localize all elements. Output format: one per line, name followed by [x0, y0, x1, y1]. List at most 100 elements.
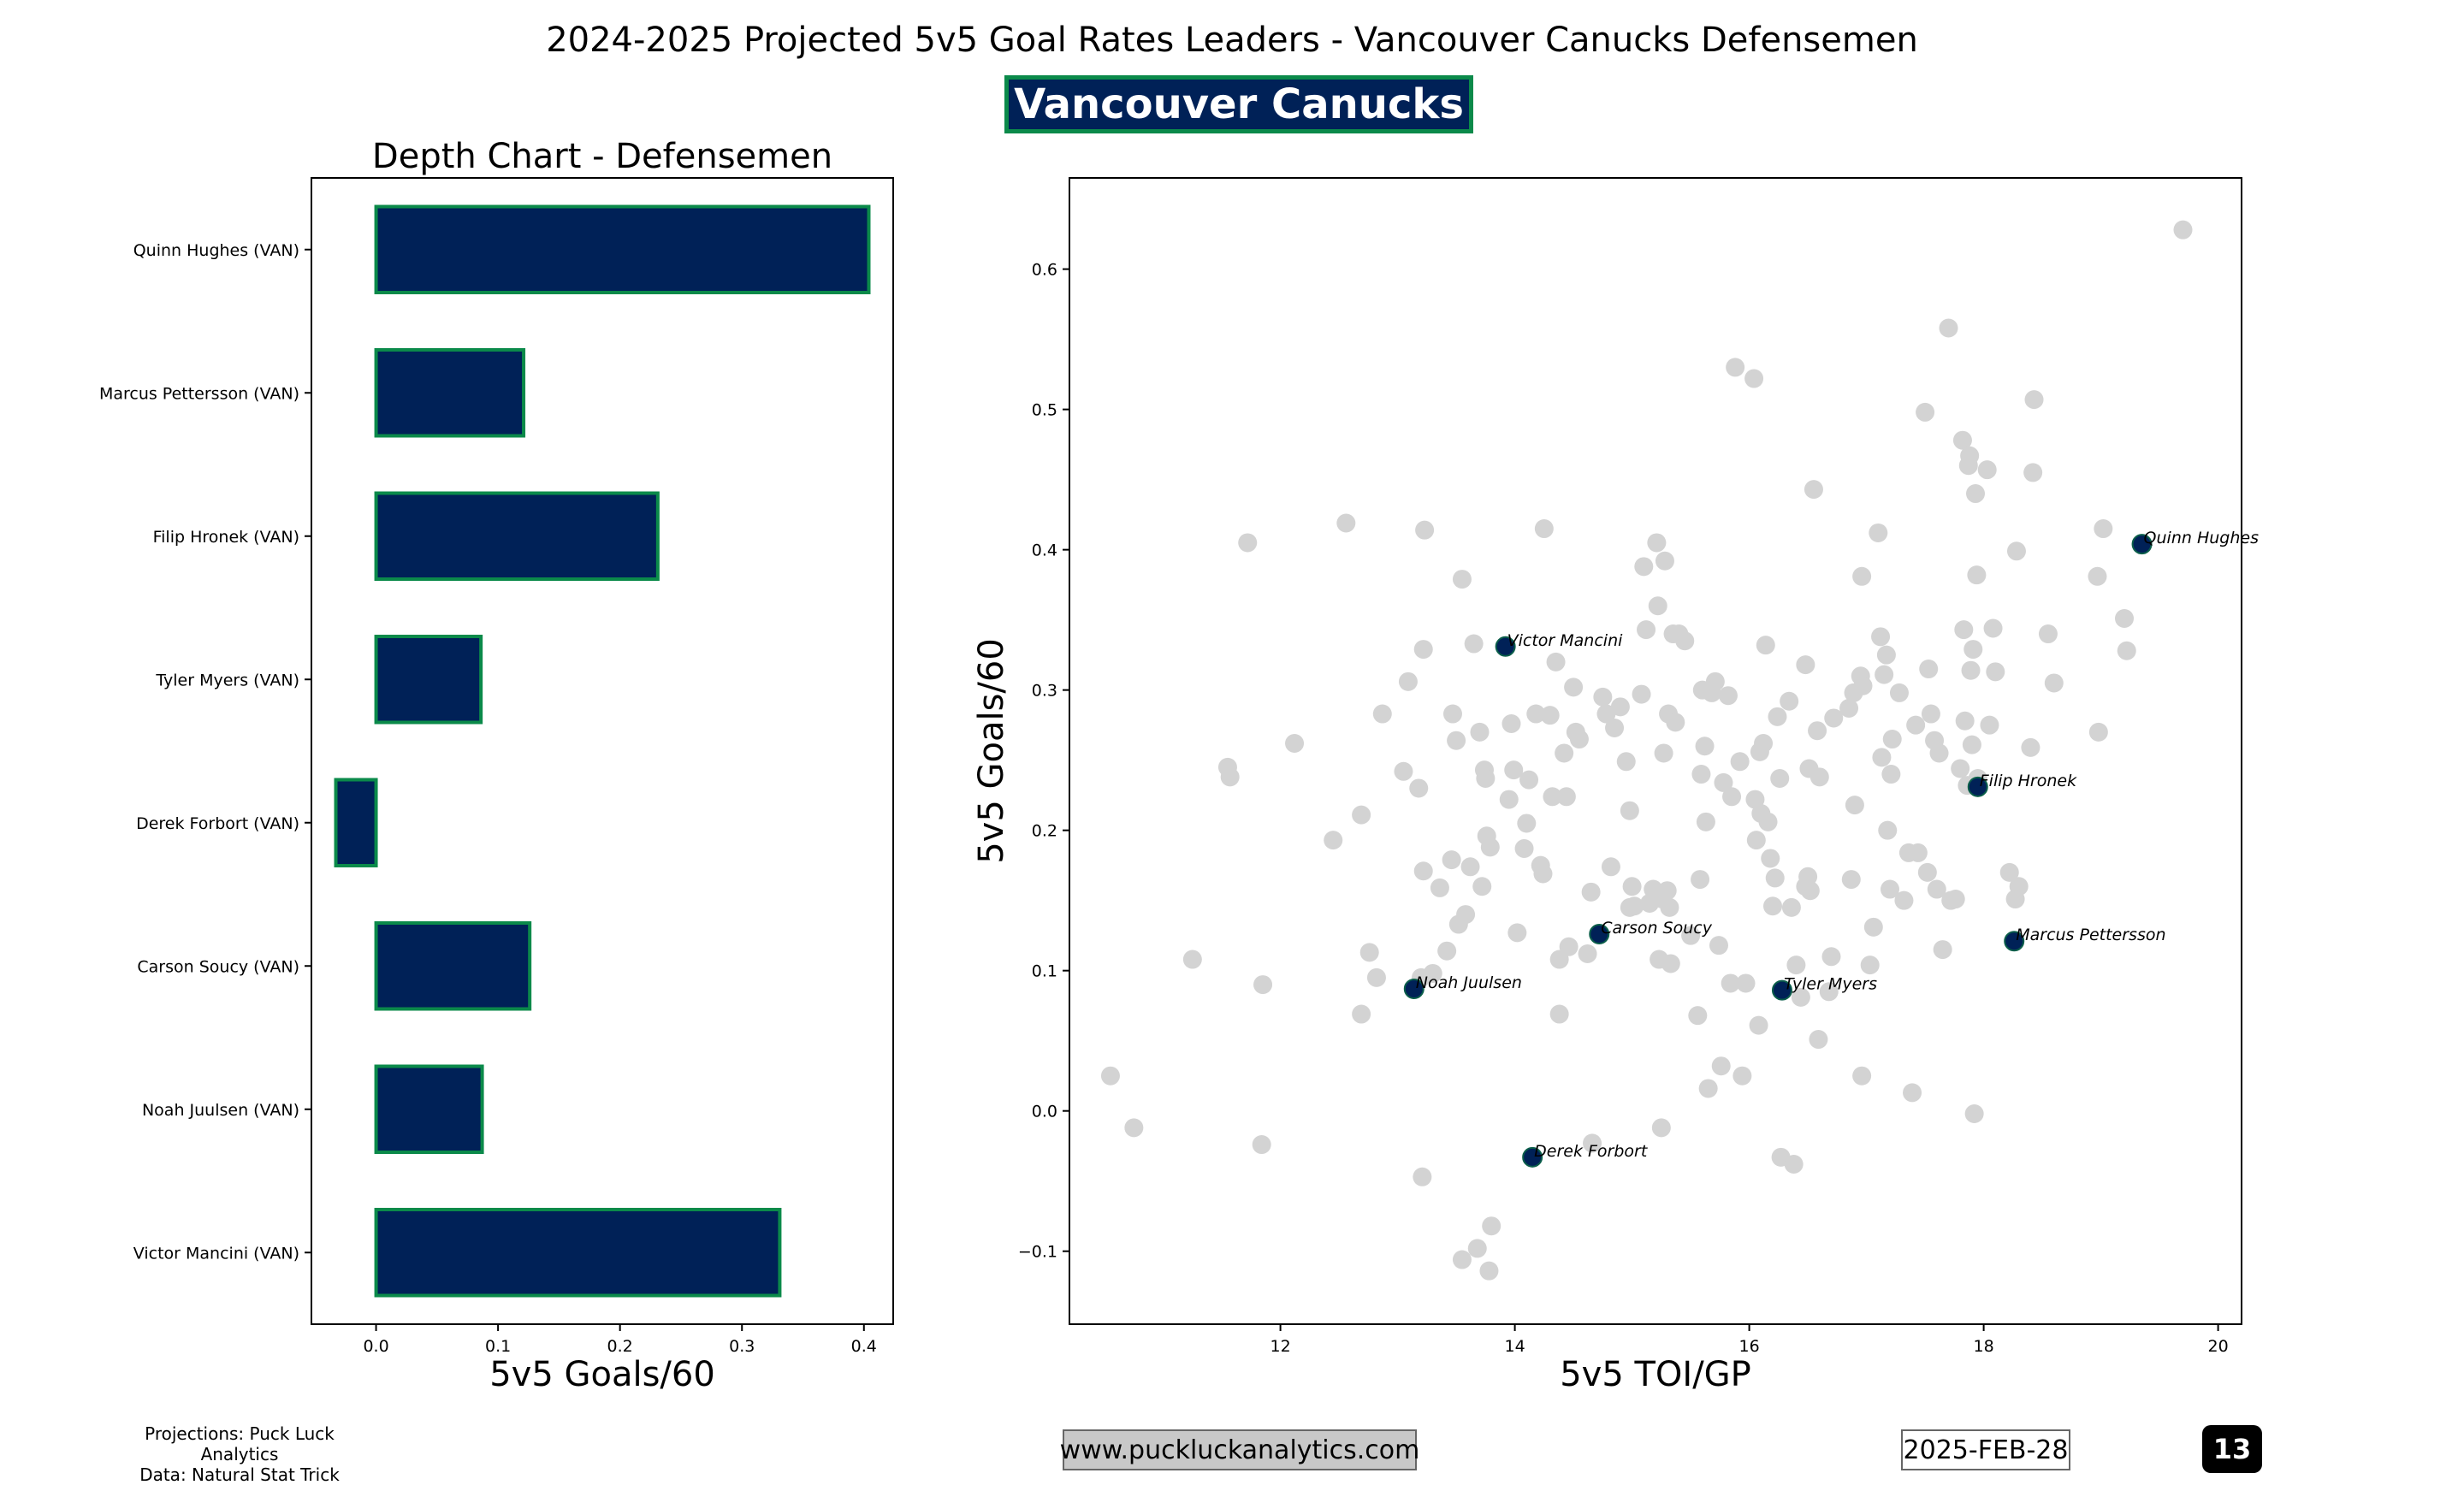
scatter-point	[1702, 683, 1721, 702]
scatter-point	[1526, 704, 1546, 724]
scatter-point	[1452, 570, 1472, 589]
bar-chart-title: Depth Chart - Defensemen	[372, 137, 832, 176]
bar	[374, 921, 532, 1011]
scatter-point	[2044, 673, 2064, 693]
y-tick-label: Noah Juulsen (VAN)	[142, 1101, 299, 1120]
y-tick-label: Derek Forbort (VAN)	[136, 814, 299, 833]
scatter-point	[1756, 636, 1775, 655]
scatter-point	[1430, 878, 1449, 897]
scatter-point	[1472, 877, 1492, 896]
scatter-point	[1519, 770, 1539, 790]
scatter-point	[1852, 1066, 1872, 1086]
scatter-point	[1622, 877, 1642, 896]
scatter-point	[1921, 704, 1940, 724]
bar	[374, 635, 483, 725]
scatter-point	[2005, 890, 2025, 909]
scatter-point	[1966, 484, 1986, 504]
scatter-point	[1605, 718, 1625, 737]
main-title: 2024-2025 Projected 5v5 Goal Rates Leade…	[546, 21, 1918, 60]
team-badge: Vancouver Canucks	[1004, 75, 1473, 133]
scatter-point	[2088, 566, 2107, 586]
scatter-point	[1961, 660, 1981, 680]
scatter-point	[1637, 620, 1656, 640]
scatter-point	[1533, 864, 1553, 884]
scatter-point	[1878, 820, 1898, 840]
scatter-point	[1564, 677, 1584, 697]
scatter-point	[1852, 566, 1872, 586]
scatter-point	[1546, 652, 1566, 672]
scatter-point	[1437, 941, 1457, 961]
scatter-point	[1722, 787, 1742, 807]
y-tick-label: −0.1	[1018, 1243, 1057, 1262]
scatter-point	[1456, 905, 1476, 925]
scatter-point	[1796, 655, 1815, 675]
scatter-point	[1839, 698, 1859, 718]
scatter-point	[1398, 672, 1418, 691]
scatter-point	[1452, 1250, 1472, 1269]
scatter-point	[1781, 897, 1801, 917]
y-tick-label: 0.1	[1032, 962, 1057, 981]
scatter-point	[1889, 683, 1909, 702]
scatter-point	[1758, 812, 1778, 831]
point-label: Noah Juulsen	[1416, 973, 1522, 992]
scatter-point	[1480, 837, 1500, 857]
scatter-point	[2006, 541, 2026, 561]
scatter-point	[1442, 850, 1461, 870]
scatter-point	[1964, 1103, 1984, 1123]
scatter-point	[1476, 768, 1496, 788]
credit-data: Data: Natural Stat Trick	[139, 1464, 340, 1485]
scatter-point	[1534, 519, 1554, 539]
highlight-point	[2131, 534, 2153, 555]
y-tick-label: Tyler Myers (VAN)	[155, 671, 299, 689]
x-tick-label: 0.4	[851, 1337, 877, 1356]
bar	[374, 1208, 782, 1298]
scatter-point	[1917, 862, 1937, 882]
scatter-point	[1698, 1079, 1718, 1098]
scatter-point	[1765, 868, 1785, 888]
scatter-point	[1808, 721, 1827, 741]
scatter-point	[1482, 1216, 1502, 1236]
highlight-point	[1495, 636, 1516, 657]
scatter-point	[1413, 861, 1433, 881]
scatter-point	[1517, 813, 1537, 833]
scatter-point	[1593, 687, 1613, 707]
scatter-point	[1514, 838, 1534, 858]
page-number-badge: 13	[2202, 1425, 2262, 1473]
x-tick-label: 16	[1739, 1337, 1760, 1356]
point-label: Derek Forbort	[1534, 1142, 1649, 1161]
scatter-point	[1951, 759, 1970, 778]
bar-x-axis-label: 5v5 Goals/60	[489, 1355, 715, 1394]
scatter-point	[1610, 697, 1630, 717]
scatter-point	[1555, 743, 1574, 763]
y-tick-label: 0.2	[1032, 822, 1057, 841]
x-tick-label: 0.2	[607, 1337, 633, 1356]
scatter-point	[1470, 722, 1490, 742]
scatter-point	[1616, 752, 1636, 772]
scatter-point	[1100, 1066, 1120, 1086]
scatter-point	[1770, 768, 1790, 788]
scatter-point	[1124, 1118, 1144, 1138]
scatter-point	[2094, 519, 2113, 539]
scatter-point	[1903, 1083, 1922, 1103]
scatter-point	[1394, 761, 1413, 781]
scatter-y-axis-label: 5v5 Goals/60	[972, 638, 1011, 864]
scatter-point	[1691, 870, 1710, 890]
scatter-point	[1581, 882, 1601, 902]
point-label: Filip Hronek	[1980, 772, 2077, 790]
scatter-point	[1746, 831, 1766, 850]
scatter-point	[1730, 752, 1750, 772]
highlight-point	[1967, 776, 1988, 797]
scatter-point	[1749, 1015, 1768, 1035]
scatter-point	[1952, 430, 1972, 450]
y-tick-label: 0.3	[1032, 682, 1057, 701]
bar-plot-frame	[311, 177, 894, 1325]
scatter-point	[1721, 973, 1740, 993]
scatter-point	[1352, 805, 1371, 825]
scatter-point	[1954, 620, 1974, 640]
scatter-point	[1894, 890, 1914, 910]
scatter-point	[1651, 1118, 1671, 1138]
scatter-point	[1413, 1167, 1432, 1186]
scatter-point	[1413, 640, 1433, 660]
credits: Projections: Puck Luck Analytics Data: N…	[111, 1423, 368, 1485]
